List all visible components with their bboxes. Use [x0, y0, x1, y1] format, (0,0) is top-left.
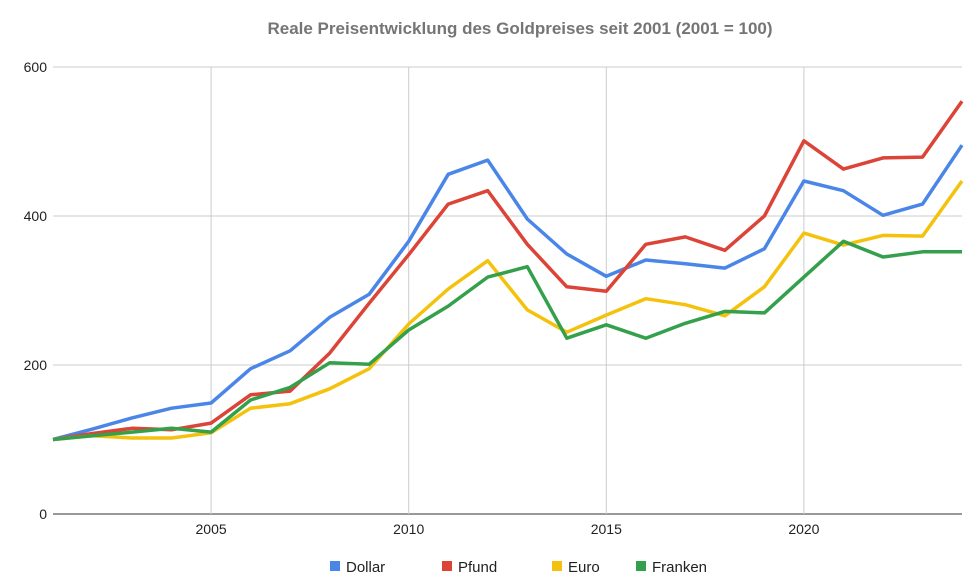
legend-label-pfund: Pfund — [458, 559, 497, 576]
legend-swatch-dollar — [330, 561, 340, 571]
chart-title: Reale Preisentwicklung des Goldpreises s… — [267, 19, 772, 38]
y-tick-label: 200 — [24, 357, 48, 373]
legend-label-franken: Franken — [652, 559, 707, 576]
legend-swatch-euro — [552, 561, 562, 571]
grid: 0 200 400 600 2005 2010 2015 2020 — [24, 59, 962, 537]
x-tick-label: 2010 — [393, 521, 424, 537]
y-tick-label: 400 — [24, 208, 48, 224]
y-tick-label: 600 — [24, 59, 48, 75]
legend-swatch-franken — [636, 561, 646, 571]
series-line-dollar — [52, 144, 964, 442]
x-tick-label: 2015 — [591, 521, 622, 537]
legend: Dollar Pfund Euro Franken — [330, 559, 707, 576]
x-tick-label: 2005 — [196, 521, 227, 537]
legend-label-euro: Euro — [568, 559, 600, 576]
y-tick-label: 0 — [39, 506, 47, 522]
series-line-pfund — [52, 100, 964, 442]
legend-label-dollar: Dollar — [346, 559, 385, 576]
series-line-franken — [52, 239, 962, 442]
series-lines — [52, 100, 964, 442]
x-tick-label: 2020 — [788, 521, 819, 537]
series-line-euro — [52, 179, 964, 442]
legend-swatch-pfund — [442, 561, 452, 571]
